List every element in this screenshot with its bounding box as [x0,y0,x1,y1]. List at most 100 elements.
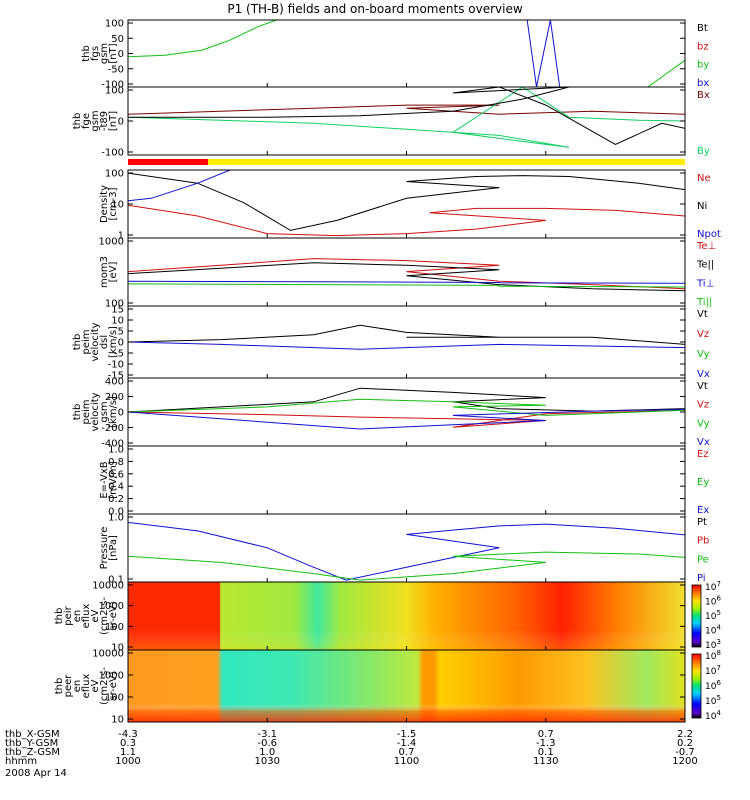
y-axis-label-line: peim [81,329,92,354]
y-tick-label: 100 [105,299,124,310]
y-axis-label: thbpeerenefluxeV(cm2-s-sr-eV) [54,667,119,705]
y-axis-label-line: thb [72,334,83,351]
y-tick-label: 0 [118,49,124,60]
y-tick-label: 10 [111,316,124,327]
y-tick-label: 0.4 [108,482,124,493]
y-tick-label: 0 [118,338,124,349]
legend-Ne: Ne [697,173,711,184]
legend-by: by [697,60,709,71]
legend-Vx: Vx [697,369,710,380]
y-tick-label: 0 [118,117,124,128]
y-tick-label: 1000 [99,601,124,612]
mode-bar [128,159,685,165]
y-axis-label-line: eV [90,679,101,692]
y-axis-label-line: [km/s] [108,396,119,428]
panel-frame [127,86,686,156]
series-line [128,172,685,231]
y-tick-label: 50 [111,34,124,45]
series-line [128,262,685,296]
y-tick-label: 10000 [92,649,124,660]
y-tick-label: 0.2 [108,494,124,505]
axis-row-value: 0.2 [677,738,693,749]
colorbar-exponent: 6 [716,595,721,603]
colorbar-exponent: 4 [716,709,721,717]
legend-Vy: Vy [697,349,710,360]
y-tick-label: 100 [105,693,124,704]
axis-row-value: 1130 [533,756,558,767]
y-tick-label: -10 [108,360,124,371]
y-tick-label: 1 [118,231,124,242]
legend-Vt: Vt [697,309,708,320]
legend-Vx: Vx [697,437,710,448]
colorbar-label: 105 [705,609,721,622]
y-tick-label: 1000 [99,671,124,682]
y-tick-label: 1.0 [108,513,124,524]
axis-row-value: 1200 [672,756,697,767]
y-tick-label: 100 [105,19,124,30]
panel-frame [127,513,686,583]
panel-7-lines [128,521,685,581]
y-axis-label: thbfgsgsm[nT] [81,43,119,64]
colorbar-electron [691,653,702,719]
colorbar-exponent: 3 [716,638,720,646]
y-tick-label: 5 [118,327,124,338]
series-line [128,398,685,416]
y-axis-label-line: thb [81,45,92,62]
colorbar-label: 107 [705,664,721,677]
legend-Te||: Te|| [696,260,714,271]
legend-Ey: Ey [697,477,709,488]
y-axis-label-line: [mV/m] [108,461,119,499]
y-tick-label: -5 [114,349,124,360]
legend-Pe: Pe [697,554,709,565]
axis-row-value: 0.1 [538,747,554,758]
series-line [526,20,561,87]
colorbar-exponent: 5 [716,694,720,702]
y-axis-label-line: E=-VxB [99,461,110,498]
legend-Ti⊥: Ti⊥ [696,278,714,289]
y-axis-label-line: fgs [90,46,101,61]
y-axis-label: E=-VxB[mV/m] [99,461,119,499]
spectrogram-ion [128,582,685,650]
series-line [128,408,685,430]
mode-bar-slow [128,159,208,165]
axis-row-value: -1.5 [397,729,417,740]
colorbar-label: 107 [705,580,721,593]
y-axis-label-line: peer [63,674,74,698]
y-tick-label: 400 [105,377,124,388]
y-tick-label: -100 [101,148,124,159]
y-axis-label-line: sr-eV) [108,601,119,630]
y-tick-label: 10 [111,715,124,726]
colorbar-exponent: 4 [716,624,721,632]
y-tick-label: 1000 [99,237,124,248]
legend-Vz: Vz [697,400,709,411]
y-axis-label: thbpeimvelocitydsl[km/s] [72,322,119,361]
y-tick-label: 100 [105,169,124,180]
y-tick-label: 100 [105,86,124,97]
y-axis-label-line: sr-eV) [108,671,119,700]
legend-bz: bz [697,41,709,52]
legend-Vz: Vz [697,329,709,340]
y-axis-label-line: (cm2-s- [99,597,110,635]
y-axis-label-line: [nT] [108,43,119,63]
y-axis-label-line: mom3 [99,256,110,288]
axis-row-value: -3.1 [257,729,277,740]
axis-row-value: 0.3 [120,738,136,749]
legend-Ex: Ex [697,505,709,516]
y-axis-label-line: en [72,680,83,693]
panels [128,20,685,581]
spectrogram-electron [128,650,685,722]
colorbar-label: 105 [705,694,721,707]
axis-row-label: hhmm [5,756,37,767]
panel-frame [127,445,686,515]
y-axis-label-line: [cm-3] [108,187,119,220]
y-axis-label-line: thb [54,678,65,695]
legend-Ni: Ni [697,201,707,212]
panel-frame [127,305,686,379]
y-axis-label-line: peir [63,605,74,625]
panel-frame [127,169,686,239]
y-axis-label-line: velocity [90,392,101,431]
legend-Te⊥: Te⊥ [696,241,716,252]
y-axis-label-line: thb [72,404,83,421]
axis-row-label: thb_Y-GSM [5,738,58,749]
legend-Bx: Bx [697,90,710,101]
